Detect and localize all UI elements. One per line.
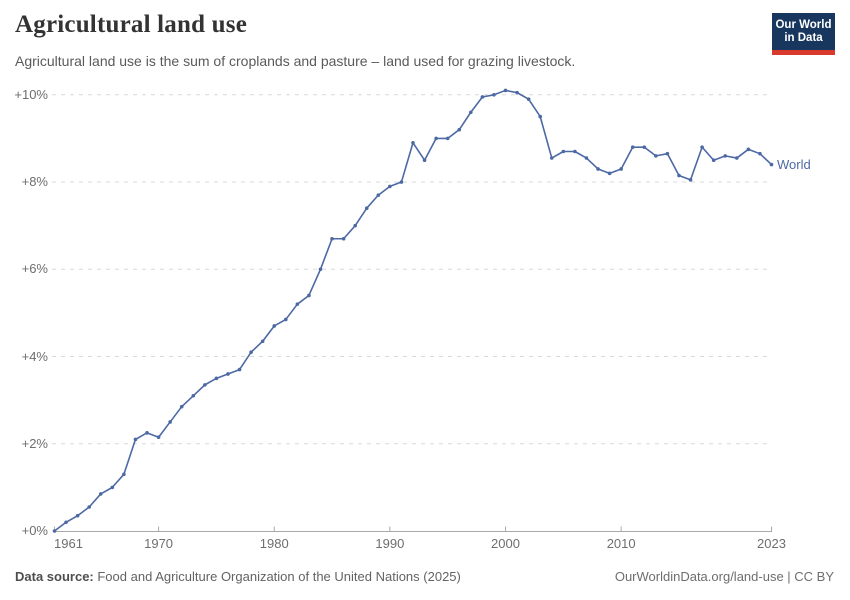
data-point[interactable] <box>353 223 357 228</box>
data-point[interactable] <box>422 158 427 163</box>
data-point[interactable] <box>318 267 323 272</box>
y-axis-tick-label: +6% <box>21 261 48 277</box>
data-point[interactable] <box>260 339 265 344</box>
data-point[interactable] <box>388 184 392 189</box>
data-point[interactable] <box>469 110 473 115</box>
page-title: Agricultural land use <box>15 11 247 38</box>
data-point[interactable] <box>87 505 91 509</box>
data-point[interactable] <box>249 350 253 354</box>
data-point[interactable] <box>364 206 369 211</box>
data-point[interactable] <box>700 145 704 149</box>
data-point[interactable] <box>723 154 728 158</box>
x-axis-tick-label: 2000 <box>491 536 520 551</box>
data-point[interactable] <box>619 167 623 171</box>
data-point[interactable] <box>688 178 693 182</box>
data-point[interactable] <box>711 158 716 163</box>
data-point[interactable] <box>64 520 68 525</box>
data-point[interactable] <box>156 435 161 440</box>
x-axis-tick-label: 1990 <box>375 536 405 551</box>
data-point[interactable] <box>758 151 762 156</box>
data-point[interactable] <box>480 95 485 99</box>
data-point[interactable] <box>538 114 543 119</box>
data-point[interactable] <box>52 529 57 533</box>
data-point[interactable] <box>399 180 404 184</box>
data-point[interactable] <box>561 149 566 154</box>
data-point[interactable] <box>630 145 635 149</box>
data-point[interactable] <box>133 437 138 442</box>
data-point[interactable] <box>295 302 300 306</box>
data-point[interactable] <box>503 88 508 93</box>
data-point[interactable] <box>376 193 381 197</box>
data-point[interactable] <box>330 236 334 241</box>
data-point[interactable] <box>434 136 438 141</box>
data-point[interactable] <box>642 145 647 149</box>
data-point[interactable] <box>98 492 103 496</box>
data-point[interactable] <box>492 93 496 97</box>
data-point[interactable] <box>735 156 739 160</box>
data-point[interactable] <box>75 513 80 518</box>
y-axis-tick-label: +0% <box>21 523 48 538</box>
data-point[interactable] <box>307 293 311 298</box>
data-point[interactable] <box>573 149 577 154</box>
data-line-world[interactable] <box>54 89 773 532</box>
data-point[interactable] <box>237 367 242 372</box>
license-link[interactable]: OurWorldinData.org/land-use | CC BY <box>614 569 834 584</box>
data-point[interactable] <box>272 324 277 328</box>
data-source: Data source: Food and Agriculture Organi… <box>15 569 461 584</box>
data-point[interactable] <box>596 167 600 171</box>
owid-logo[interactable]: Our World in Data <box>772 13 835 55</box>
y-axis-tick-label: +4% <box>21 348 48 364</box>
data-point[interactable] <box>769 162 774 167</box>
data-point[interactable] <box>203 383 207 387</box>
y-axis-tick-label: +10% <box>14 86 48 102</box>
x-axis-tick-label: 1970 <box>144 536 174 551</box>
data-point[interactable] <box>654 154 658 158</box>
x-axis-tick-label: 2010 <box>606 536 636 551</box>
data-point[interactable] <box>584 156 589 160</box>
data-source-text: Food and Agriculture Organization of the… <box>93 569 461 584</box>
data-source-label: Data source: <box>15 569 94 584</box>
y-axis-tick-label: +2% <box>21 435 48 451</box>
data-point[interactable] <box>145 431 149 435</box>
data-point[interactable] <box>607 171 612 176</box>
data-point[interactable] <box>665 151 670 156</box>
data-point[interactable] <box>746 147 751 152</box>
data-point[interactable] <box>411 140 415 145</box>
data-point[interactable] <box>168 420 172 424</box>
data-point[interactable] <box>457 127 462 132</box>
data-point[interactable] <box>283 317 288 322</box>
series-label-world[interactable]: World <box>777 156 811 172</box>
data-point[interactable] <box>214 376 219 381</box>
chart-subtitle: Agricultural land use is the sum of crop… <box>15 53 576 69</box>
data-point[interactable] <box>179 404 184 409</box>
x-axis-tick-label: 1961 <box>54 536 83 551</box>
data-point[interactable] <box>341 236 346 241</box>
x-axis-tick-label: 1980 <box>259 536 289 551</box>
data-point[interactable] <box>110 485 115 490</box>
data-point[interactable] <box>515 90 519 95</box>
data-point[interactable] <box>226 372 230 376</box>
data-point[interactable] <box>122 472 126 477</box>
data-point[interactable] <box>677 173 681 178</box>
x-axis-tick-label: 2023 <box>757 536 786 551</box>
data-point[interactable] <box>549 156 554 160</box>
data-point[interactable] <box>445 136 450 141</box>
owid-logo-line2: in Data <box>784 31 823 44</box>
owid-logo-line1: Our World <box>775 18 832 31</box>
data-point[interactable] <box>191 393 196 398</box>
data-point[interactable] <box>526 97 531 101</box>
y-axis-tick-label: +8% <box>21 174 48 190</box>
